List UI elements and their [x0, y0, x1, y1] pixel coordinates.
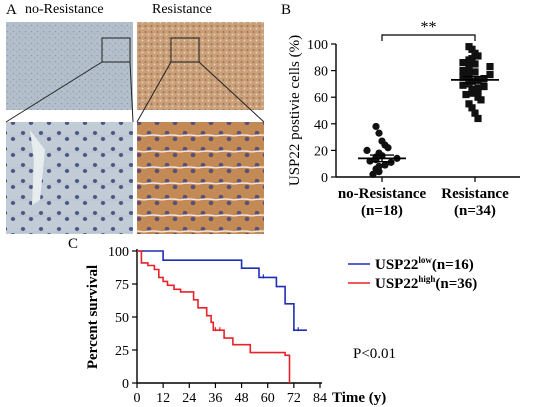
b-significance-label: **	[421, 19, 437, 36]
b-data-point-resistance	[465, 100, 473, 108]
no-resistance-low-mag-image	[6, 22, 133, 110]
b-data-point-no-resistance	[372, 122, 380, 131]
b-data-point-resistance	[468, 85, 476, 93]
b-data-point-resistance	[474, 52, 482, 60]
b-data-point-resistance	[459, 67, 467, 75]
b-data-point-no-resistance	[369, 170, 377, 178]
b-data-point-resistance	[480, 82, 488, 91]
b-data-point-no-resistance	[384, 144, 392, 152]
panel-c-letter: C	[68, 236, 79, 252]
c-survival-line-high	[137, 250, 291, 383]
b-data-point-resistance	[465, 61, 473, 69]
panel-b-dot-plot: 0 20 40 60 80 100 USP22 postivie cells (%) no-R…	[287, 19, 520, 219]
b-data-point-resistance	[459, 81, 467, 89]
c-x-tick-label: 48	[235, 391, 249, 406]
no-resistance-image-label: no-Resistance	[25, 2, 104, 17]
c-y-tick-label: 25	[115, 344, 129, 359]
b-data-point-resistance	[468, 45, 476, 53]
c-x-tick-label: 60	[261, 391, 275, 406]
b-y-axis-label: USP22 postivie cells (%)	[287, 35, 303, 186]
zoom-line-left-2	[129, 61, 134, 123]
b-category-n-label: (n=18)	[361, 203, 403, 219]
b-y-tick-label: 20	[314, 144, 328, 159]
panel-b-letter: B	[281, 2, 292, 18]
b-data-point-resistance	[468, 89, 476, 97]
no-resistance-high-mag-image	[6, 122, 133, 234]
b-data-point-no-resistance	[363, 146, 371, 154]
b-data-point-resistance	[486, 63, 494, 71]
b-y-tick-label: 60	[314, 91, 328, 106]
resistance-low-mag-image	[137, 22, 264, 110]
c-x-axis-label: Time (y)	[332, 390, 386, 406]
no-resistance-vessel	[30, 130, 45, 205]
c-x-tick-label: 72	[287, 391, 301, 406]
b-data-point-resistance	[471, 68, 479, 76]
c-p-value-annotation: P<0.01	[353, 346, 396, 362]
resistance-zoom-box	[170, 37, 200, 63]
b-category-n-label: (n=34)	[454, 203, 496, 219]
c-x-tick-label: 12	[156, 391, 170, 406]
zoom-line-right-1	[136, 61, 172, 123]
panel-a-images	[5, 22, 265, 234]
b-data-point-resistance	[471, 60, 479, 68]
b-category-label: Resistance	[441, 186, 509, 202]
c-y-tick-label: 50	[115, 311, 129, 326]
b-data-point-resistance	[459, 59, 467, 67]
no-resistance-zoom-box	[101, 37, 131, 63]
b-data-point-resistance	[480, 74, 488, 83]
panel-a-letter: A	[6, 2, 17, 18]
b-data-point-no-resistance	[375, 129, 383, 137]
b-data-point-resistance	[462, 90, 470, 99]
b-significance-bracket	[381, 34, 476, 41]
b-y-tick-label: 0	[321, 171, 328, 186]
b-data-point-resistance	[471, 109, 479, 117]
b-data-point-resistance	[477, 96, 485, 104]
b-data-point-resistance	[465, 65, 473, 73]
b-y-tick-label: 100	[307, 38, 328, 53]
b-category-label: no-Resistance	[338, 186, 427, 202]
c-legend-entry-high: USP22high(n=36)	[375, 274, 477, 292]
resistance-image-label: Resistance	[152, 2, 212, 17]
b-data-point-resistance	[486, 70, 494, 79]
c-y-tick-label: 75	[115, 278, 129, 293]
c-y-axis-label: Percent survival	[85, 265, 101, 369]
resistance-high-mag-image	[137, 122, 264, 234]
b-y-tick-label: 40	[314, 118, 328, 133]
b-data-point-resistance	[474, 114, 482, 123]
zoom-line-right-2	[198, 61, 265, 123]
b-y-tick-label: 80	[314, 65, 328, 80]
c-x-tick-label: 84	[313, 391, 327, 406]
c-x-tick-label: 36	[208, 391, 222, 406]
b-data-point-resistance	[474, 86, 482, 95]
c-y-tick-label: 0	[122, 377, 129, 392]
c-y-tick-label: 100	[108, 245, 129, 260]
gap-band	[6, 110, 264, 122]
b-data-point-resistance	[465, 56, 473, 64]
b-data-point-resistance	[468, 104, 476, 112]
c-x-tick-label: 24	[182, 391, 196, 406]
c-survival-line-low	[137, 250, 307, 331]
panel-c-survival-curve: 0 25 50 75 100 0 12 24 36 48 60 72 84 Percent surviva…	[85, 245, 477, 406]
c-legend-entry-low: USP22low(n=16)	[375, 255, 474, 273]
b-data-point-no-resistance	[381, 161, 389, 169]
zoom-line-left-1	[5, 61, 103, 123]
c-x-tick-label: 0	[134, 391, 141, 406]
b-data-point-no-resistance	[375, 168, 383, 176]
